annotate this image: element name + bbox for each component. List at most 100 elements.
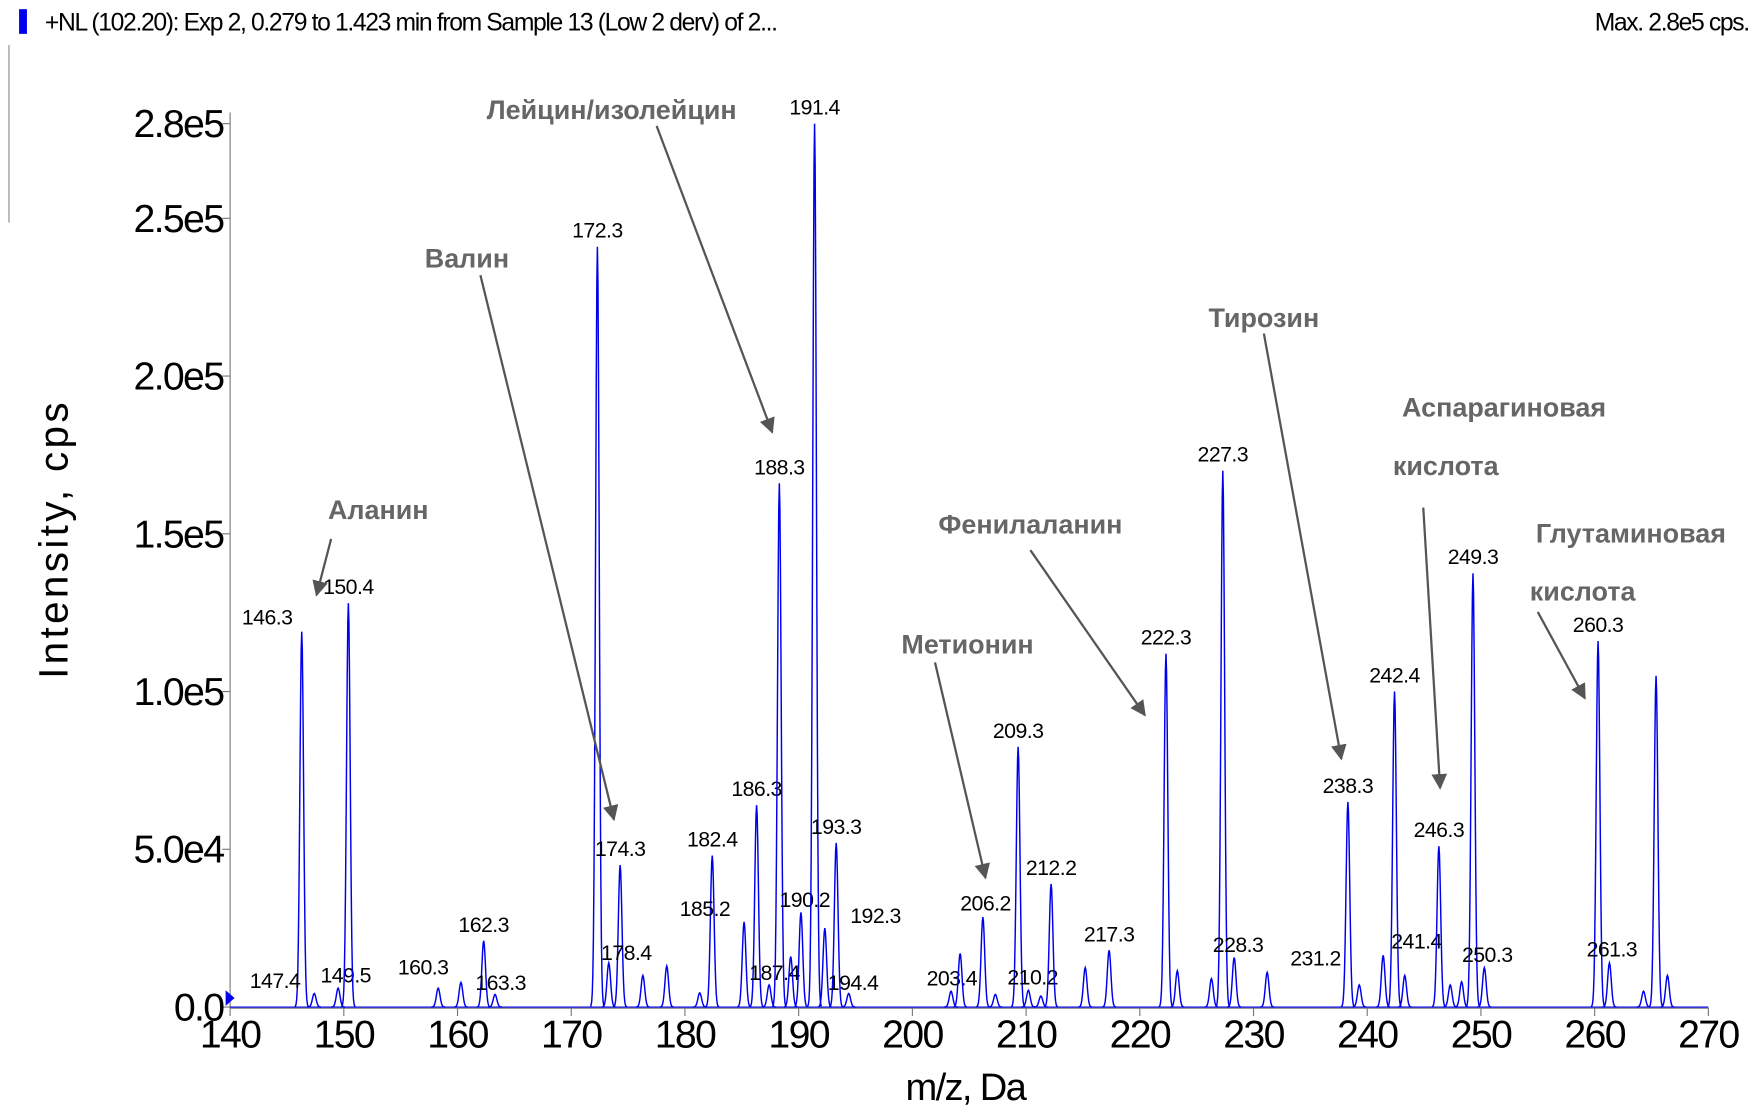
peak [1044, 883, 1059, 1008]
annotation-arrow [312, 538, 333, 597]
peak [1215, 470, 1231, 1007]
annotation-arrow [933, 662, 990, 880]
peak-label: 186.3 [731, 777, 782, 801]
peak-label: 185.2 [680, 897, 731, 921]
peak [749, 805, 764, 1008]
peak-label: 191.4 [789, 96, 840, 120]
peak-label: 203.4 [927, 967, 978, 991]
peak [953, 953, 968, 1008]
peak-label: 162.3 [458, 913, 509, 937]
peak [431, 986, 446, 1008]
peak-label: 231.2 [1290, 947, 1341, 971]
x-tick-label: 180 [655, 1012, 716, 1056]
x-tick-label: 220 [1110, 1012, 1171, 1056]
peak [1078, 965, 1093, 1008]
peak [1590, 641, 1606, 1008]
x-tick-label: 270 [1678, 1012, 1739, 1056]
peak-label: 174.3 [595, 837, 646, 861]
peak [1648, 675, 1664, 1008]
peak [1376, 955, 1391, 1008]
peak [1102, 950, 1117, 1008]
peak-label: 249.3 [1448, 545, 1499, 569]
peak [1431, 846, 1447, 1008]
annotation-arrow [1422, 507, 1448, 790]
peak [1387, 691, 1402, 1008]
max-label: Max. 2.8e5 cps. [1595, 10, 1749, 37]
peak [1454, 980, 1469, 1008]
annotation-arrow [1029, 549, 1146, 717]
annotation: Аланин [328, 495, 429, 525]
peak [841, 992, 856, 1008]
peak [988, 993, 1003, 1008]
legend-marker [19, 9, 27, 34]
x-tick-label: 170 [541, 1012, 602, 1056]
peak [1636, 990, 1651, 1008]
x-tick-label: 150 [314, 1012, 375, 1056]
x-tick-label: 210 [996, 1012, 1057, 1056]
peak [613, 865, 628, 1008]
peak [705, 855, 720, 1008]
peak-label: 150.4 [323, 575, 374, 599]
annotation: Тирозин [1209, 303, 1320, 333]
x-tick-label: 230 [1223, 1012, 1284, 1056]
peak-label: 182.4 [687, 828, 738, 852]
peak [807, 123, 823, 1007]
y-tick-label: 2.5e5 [134, 197, 225, 241]
peak-label: 250.3 [1462, 943, 1513, 967]
peak [829, 842, 844, 1008]
peak [771, 483, 787, 1007]
peak-label: 147.4 [250, 969, 301, 993]
y-tick-label: 1.5e5 [134, 512, 225, 556]
annotation-arrow [479, 274, 619, 822]
annotation-arrow [655, 125, 775, 434]
peak-label: 241.4 [1391, 930, 1442, 954]
peak [1340, 801, 1356, 1008]
peak [1021, 989, 1036, 1008]
peak [817, 928, 832, 1008]
x-tick-label: 200 [882, 1012, 943, 1056]
peak-label: 242.4 [1369, 664, 1420, 688]
peak-label: 146.3 [242, 605, 293, 629]
peak [476, 940, 491, 1008]
peak [601, 960, 616, 1008]
peak-label: 190.2 [780, 888, 831, 912]
peak-label: 193.3 [811, 815, 862, 839]
peak-label: 192.3 [850, 904, 901, 928]
annotation-arrow [1536, 611, 1586, 700]
peak-label: 163.3 [475, 971, 526, 995]
peak [635, 973, 650, 1008]
x-tick-label: 160 [427, 1012, 488, 1056]
peak [340, 603, 356, 1008]
annotation: Фенилаланин [938, 509, 1122, 539]
peak-label: 246.3 [1414, 818, 1465, 842]
peak [1170, 968, 1185, 1008]
peak-label: 212.2 [1026, 856, 1077, 880]
peak [454, 980, 468, 1008]
x-tick-label: 140 [200, 1012, 261, 1056]
y-tick-label: 2.0e5 [134, 355, 225, 399]
annotation: Метионин [901, 629, 1033, 659]
peak [1352, 983, 1367, 1008]
peak-label: 188.3 [754, 455, 805, 479]
y-tick-label: 5.0e4 [134, 828, 225, 872]
peak-label: 172.3 [572, 219, 623, 243]
peak [1204, 976, 1219, 1008]
x-tick-label: 250 [1451, 1012, 1512, 1056]
peak [1443, 983, 1458, 1008]
peak [1602, 960, 1617, 1008]
peak-label: 260.3 [1573, 613, 1624, 637]
annotation: Лейцин/изолейцин [487, 95, 737, 125]
annotation-arrow [1262, 333, 1347, 761]
peak [1397, 973, 1412, 1008]
peak [1010, 746, 1026, 1008]
peak-label: 210.2 [1007, 966, 1058, 990]
peak-label: 206.2 [960, 892, 1011, 916]
peak [1260, 970, 1275, 1008]
annotation: Валин [425, 243, 509, 273]
peak [975, 917, 990, 1008]
annotation: кислота [1530, 577, 1637, 607]
peak-label: 222.3 [1141, 626, 1192, 650]
peak [488, 993, 502, 1008]
